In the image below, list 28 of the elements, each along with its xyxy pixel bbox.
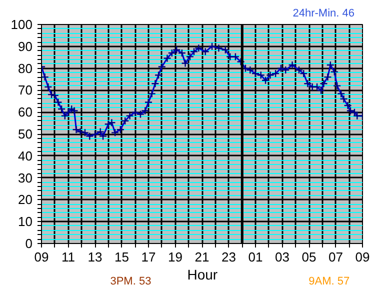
x-tick-label: 01 <box>248 250 263 264</box>
y-tick-label: 0 <box>25 236 33 251</box>
x-tick-label: 07 <box>328 250 343 264</box>
y-tick-label: 30 <box>18 170 33 186</box>
y-tick-label: 100 <box>10 17 33 32</box>
y-tick-label: 60 <box>18 104 33 120</box>
x-tick-label: 03 <box>275 250 290 264</box>
y-tick-label: 40 <box>18 148 33 164</box>
x-axis-title: Hour <box>187 266 218 282</box>
x-tick-label: 11 <box>62 250 75 264</box>
y-tick-label: 90 <box>18 38 33 54</box>
y-tick-label: 70 <box>18 82 33 98</box>
y-tick-label: 20 <box>18 192 33 208</box>
x-tick-label: 19 <box>168 250 182 264</box>
x-tick-label: 15 <box>114 250 129 264</box>
x-tick-label: 09 <box>34 250 49 264</box>
x-tick-label: 09 <box>355 250 370 264</box>
y-tick-label: 50 <box>18 126 33 142</box>
x-tick-label: 05 <box>302 250 316 264</box>
x-tick-label: 23 <box>222 250 236 264</box>
x-tick-label: 17 <box>141 250 156 264</box>
y-tick-label: 10 <box>18 214 33 230</box>
y-tick-label: 80 <box>18 60 33 76</box>
x-tick-label: 13 <box>88 250 102 264</box>
x-tick-label: 21 <box>194 250 210 264</box>
text: 24hr-Min. 46 <box>292 8 355 20</box>
text: 9AM. 57 <box>308 276 350 288</box>
text: 3PM. 53 <box>110 276 152 288</box>
